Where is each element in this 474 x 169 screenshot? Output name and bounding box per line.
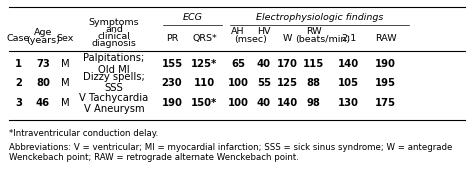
Text: 73: 73 xyxy=(36,59,50,69)
Text: 2:1: 2:1 xyxy=(341,34,356,43)
Text: 100: 100 xyxy=(228,98,248,108)
Text: 195: 195 xyxy=(375,78,396,88)
Text: 190: 190 xyxy=(162,98,182,108)
Text: RAW: RAW xyxy=(375,34,396,43)
Text: M: M xyxy=(61,78,69,88)
Text: 2: 2 xyxy=(15,78,22,88)
Text: and: and xyxy=(105,25,123,34)
Text: AH: AH xyxy=(231,27,245,36)
Text: 1: 1 xyxy=(15,59,22,69)
Text: Case: Case xyxy=(7,34,30,43)
Text: Symptoms: Symptoms xyxy=(89,18,139,27)
Text: 130: 130 xyxy=(338,98,359,108)
Text: QRS*: QRS* xyxy=(192,34,217,43)
Text: 140: 140 xyxy=(277,98,298,108)
Text: 40: 40 xyxy=(257,98,271,108)
Text: 98: 98 xyxy=(307,98,320,108)
Text: ECG: ECG xyxy=(182,13,202,22)
Text: Palpitations;
Old MI: Palpitations; Old MI xyxy=(83,53,145,75)
Text: 115: 115 xyxy=(303,59,324,69)
Text: 230: 230 xyxy=(162,78,182,88)
Text: RW: RW xyxy=(306,27,321,36)
Text: 150*: 150* xyxy=(191,98,218,108)
Text: W: W xyxy=(283,34,292,43)
Text: 46: 46 xyxy=(36,98,50,108)
Text: Sex: Sex xyxy=(56,34,74,43)
Text: 155: 155 xyxy=(162,59,182,69)
Text: Abbreviations: V = ventricular; MI = myocardial infarction; SSS = sick sinus syn: Abbreviations: V = ventricular; MI = myo… xyxy=(9,143,453,162)
Text: diagnosis: diagnosis xyxy=(91,39,137,48)
Text: 125: 125 xyxy=(277,78,298,88)
Text: M: M xyxy=(61,59,69,69)
Text: clinical: clinical xyxy=(98,32,130,41)
Text: 110: 110 xyxy=(194,78,215,88)
Text: 125*: 125* xyxy=(191,59,218,69)
Text: 80: 80 xyxy=(36,78,50,88)
Text: PR: PR xyxy=(166,34,178,43)
Text: 140: 140 xyxy=(338,59,359,69)
Text: 3: 3 xyxy=(15,98,22,108)
Text: V Tachycardia
V Aneurysm: V Tachycardia V Aneurysm xyxy=(79,93,148,114)
Text: 105: 105 xyxy=(338,78,359,88)
Text: (msec): (msec) xyxy=(235,35,267,44)
Text: 65: 65 xyxy=(231,59,245,69)
Text: 175: 175 xyxy=(375,98,396,108)
Text: M: M xyxy=(61,98,69,108)
Text: 170: 170 xyxy=(277,59,298,69)
Text: Age: Age xyxy=(34,28,52,38)
Text: 55: 55 xyxy=(257,78,271,88)
Text: 190: 190 xyxy=(375,59,396,69)
Text: 40: 40 xyxy=(257,59,271,69)
Text: Dizzy spells;
SSS: Dizzy spells; SSS xyxy=(83,72,145,93)
Text: Electrophysiologic findings: Electrophysiologic findings xyxy=(256,13,383,22)
Text: HV: HV xyxy=(257,27,271,36)
Text: *Intraventricular conduction delay.: *Intraventricular conduction delay. xyxy=(9,129,159,138)
Text: 100: 100 xyxy=(228,78,248,88)
Text: (years): (years) xyxy=(26,35,60,45)
Text: 88: 88 xyxy=(307,78,320,88)
Text: (beats/min): (beats/min) xyxy=(295,35,350,44)
